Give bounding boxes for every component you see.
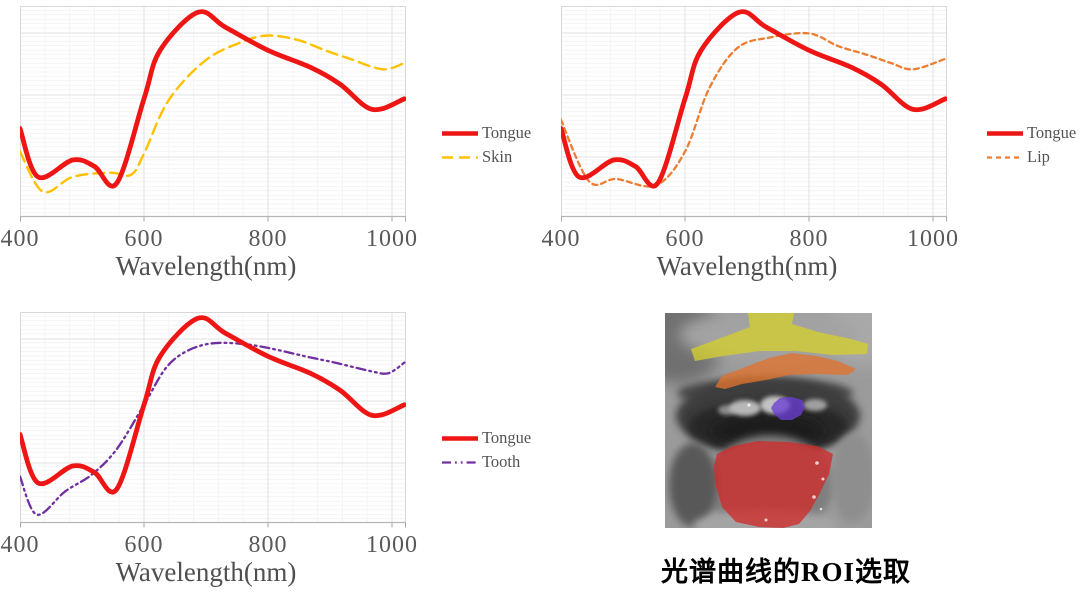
x-tick-label: 400: [0, 226, 40, 252]
legend-item-tongue: Tongue: [441, 426, 531, 450]
skin-roi-region: [691, 313, 868, 361]
tongue-tooth-chart-plot: [20, 312, 406, 528]
tongue-skin-chart-x-axis: 400 600 800 1000: [1, 226, 440, 252]
tongue-tooth-chart-x-label: Wavelength(nm): [115, 557, 297, 587]
legend-item-tongue: Tongue: [441, 121, 531, 145]
legend-item-tongue: Tongue: [986, 121, 1076, 145]
x-tick-label: 800: [789, 226, 829, 252]
legend-label: Tooth: [482, 452, 521, 471]
x-tick-label: 800: [248, 226, 288, 252]
tongue-roi-region: [714, 441, 833, 528]
roi-overlays: [691, 313, 868, 528]
tongue-lip-chart-legend: Tongue Lip: [986, 121, 1076, 169]
tongue-tooth-chart-x-axis: 400 600 800 1000: [1, 532, 440, 558]
legend-label: Lip: [1027, 147, 1050, 166]
legend-label: Skin: [482, 147, 513, 166]
x-tick-label: 600: [124, 532, 164, 558]
tongue-line-swatch-icon: [442, 130, 478, 136]
x-tick-label: 400: [541, 226, 581, 252]
x-tick-label: 1000: [907, 226, 959, 252]
legend-item-lip: Lip: [986, 145, 1076, 169]
tongue-lip-chart-x-label: Wavelength(nm): [656, 251, 838, 281]
x-tick-label: 600: [124, 226, 164, 252]
tongue-skin-chart-legend: Tongue Skin: [441, 121, 531, 169]
tooth-line-swatch-icon: [442, 460, 478, 464]
lip-line-swatch-icon: [987, 155, 1023, 159]
legend-label: Tongue: [482, 428, 532, 447]
roi-caption: 光谱曲线的ROI选取: [660, 557, 911, 587]
tongue-line-swatch-icon: [987, 130, 1023, 136]
legend-label: Tongue: [482, 123, 532, 142]
x-tick-label: 1000: [366, 532, 418, 558]
tongue-lip-chart-x-axis: 400 600 800 1000: [542, 226, 981, 252]
tongue-line-swatch-icon: [442, 435, 478, 441]
x-tick-label: 800: [248, 532, 288, 558]
legend-item-skin: Skin: [441, 145, 531, 169]
tongue-tooth-chart-legend: Tongue Tooth: [441, 426, 531, 474]
roi-mouth-photo: [665, 313, 872, 528]
x-tick-label: 600: [665, 226, 705, 252]
x-tick-label: 400: [0, 532, 40, 558]
legend-item-tooth: Tooth: [441, 450, 531, 474]
tongue-lip-chart-plot: [561, 6, 947, 222]
legend-label: Tongue: [1027, 123, 1077, 142]
tongue-skin-chart-x-label: Wavelength(nm): [115, 251, 297, 281]
specular-highlights: [747, 403, 825, 522]
tooth-roi-region: [771, 397, 805, 420]
lip-roi-region: [715, 353, 856, 389]
x-tick-label: 1000: [366, 226, 418, 252]
skin-line-swatch-icon: [442, 155, 478, 159]
tongue-skin-chart-plot: [20, 6, 406, 222]
